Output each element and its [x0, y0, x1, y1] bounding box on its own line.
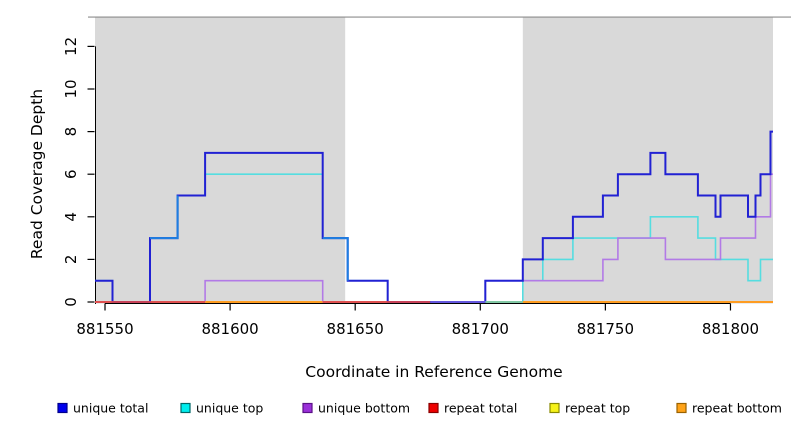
legend-label: unique top — [196, 401, 263, 416]
y-tick-label: 4 — [62, 212, 80, 222]
series-lines — [95, 130, 773, 303]
legend-swatch — [180, 402, 191, 414]
y-tick-label: 12 — [62, 37, 80, 56]
y-tick-label: 8 — [62, 127, 80, 137]
y-tick-label: 0 — [62, 297, 80, 307]
x-tick-label: 881550 — [76, 320, 133, 338]
legend-label: unique bottom — [318, 401, 410, 416]
y-tick-label: 10 — [62, 79, 80, 98]
legend-label: repeat bottom — [692, 401, 782, 416]
axes: 881550 881600 881650 881700 881750 881800 0 2 4 6… — [62, 37, 759, 338]
shaded-region — [522, 16, 773, 304]
shaded-regions — [88, 16, 791, 304]
x-tick-label: 881650 — [327, 320, 384, 338]
x-tick-label: 881700 — [452, 320, 509, 338]
legend-label: unique total — [73, 401, 148, 416]
x-tick-label: 881600 — [201, 320, 258, 338]
legend-label: repeat total — [444, 401, 517, 416]
x-tick-label: 881800 — [702, 320, 759, 338]
legend-swatch — [302, 402, 313, 414]
legend-swatch — [676, 402, 687, 414]
legend-label: repeat top — [565, 401, 630, 416]
y-tick-label: 6 — [62, 169, 80, 179]
legend-swatch — [549, 402, 560, 414]
series-unique-bottom — [95, 173, 773, 303]
legend: unique total unique top unique bottom repea… — [57, 401, 782, 416]
x-axis-title: Coordinate in Reference Genome — [305, 363, 562, 381]
series-unique-total-top-overlap — [150, 195, 349, 281]
legend-swatch — [57, 402, 68, 414]
series-unique-total — [95, 130, 773, 303]
shaded-region — [95, 16, 346, 304]
y-axis-title: Read Coverage Depth — [28, 89, 46, 259]
legend-swatch — [428, 402, 439, 414]
y-tick-label: 2 — [62, 255, 80, 265]
x-tick-label: 881750 — [577, 320, 634, 338]
